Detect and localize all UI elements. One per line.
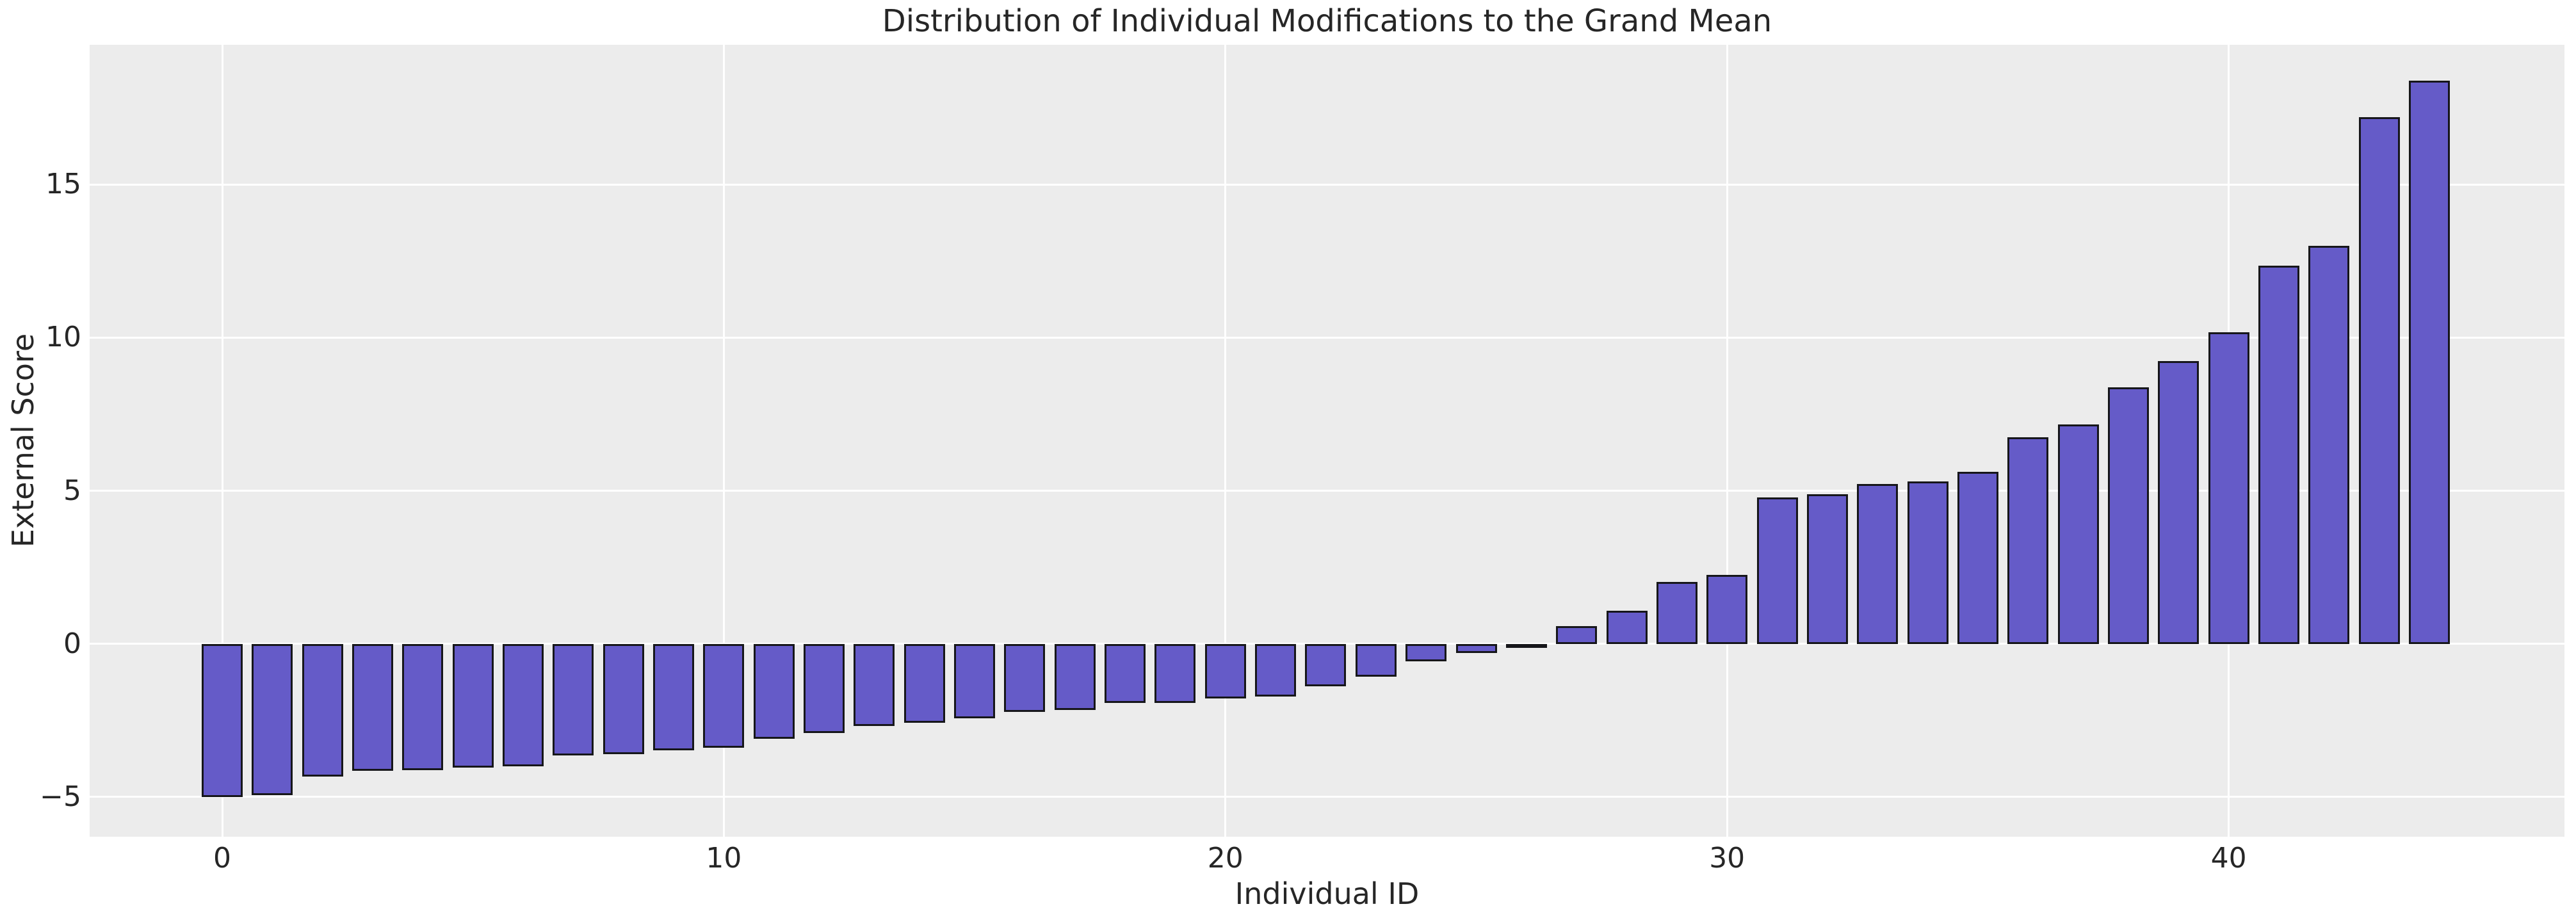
bar <box>804 643 845 733</box>
bar <box>352 643 394 771</box>
bar <box>1305 643 1347 686</box>
bar <box>854 643 895 727</box>
bar <box>1004 643 1046 713</box>
bar <box>402 643 444 770</box>
v-gridline <box>722 45 725 837</box>
bar <box>954 643 996 718</box>
bar <box>1105 643 1146 704</box>
bar <box>1204 643 1246 698</box>
bar <box>1656 582 1697 644</box>
x-tick-label: 20 <box>1207 842 1243 875</box>
x-axis-label: Individual ID <box>1235 876 1420 911</box>
bar <box>1455 643 1497 654</box>
bar <box>1706 574 1748 644</box>
h-gridline <box>90 336 2564 339</box>
bar <box>2308 245 2350 644</box>
bar <box>2408 80 2450 644</box>
bar <box>603 643 644 754</box>
bar <box>2057 424 2099 644</box>
bar <box>1957 471 1998 644</box>
bar <box>2258 265 2299 644</box>
bar <box>753 643 795 739</box>
h-gridline <box>90 490 2564 492</box>
y-axis-label: External Score <box>6 333 40 548</box>
bar <box>1756 497 1798 644</box>
plot-area <box>90 45 2564 837</box>
bar <box>1255 643 1297 697</box>
bar <box>252 643 293 796</box>
bar <box>1355 643 1397 677</box>
bar <box>2007 437 2049 644</box>
bar <box>703 643 745 748</box>
y-tick-label: 5 <box>63 474 81 507</box>
bar <box>1606 610 1648 644</box>
bar <box>553 643 594 755</box>
bar <box>2107 387 2149 644</box>
bar <box>1806 494 1848 644</box>
bar <box>503 643 544 767</box>
bar <box>1857 484 1899 644</box>
v-gridline <box>221 45 223 837</box>
x-tick-label: 30 <box>1709 842 1746 875</box>
h-gridline <box>90 796 2564 798</box>
bar <box>1556 626 1598 644</box>
y-tick-label: 10 <box>45 321 81 354</box>
y-tick-label: 15 <box>45 168 81 201</box>
bar <box>903 643 945 723</box>
bar <box>452 643 494 768</box>
bar <box>1154 643 1196 703</box>
bar <box>1054 643 1096 711</box>
v-gridline <box>1224 45 1227 837</box>
h-gridline <box>90 183 2564 186</box>
bar <box>2208 332 2249 644</box>
bar <box>202 643 243 797</box>
bar <box>653 643 695 750</box>
y-tick-label: −5 <box>40 780 81 813</box>
v-gridline <box>1726 45 1728 837</box>
x-tick-label: 10 <box>706 842 742 875</box>
bar <box>2358 117 2400 644</box>
y-tick-label: 0 <box>63 627 81 660</box>
x-tick-label: 40 <box>2210 842 2247 875</box>
x-tick-label: 0 <box>213 842 231 875</box>
bar <box>1405 643 1447 661</box>
bar <box>1907 481 1948 644</box>
bar <box>2158 361 2199 644</box>
bar <box>1505 643 1547 648</box>
chart-title: Distribution of Individual Modifications… <box>882 3 1772 39</box>
bar <box>302 643 343 777</box>
